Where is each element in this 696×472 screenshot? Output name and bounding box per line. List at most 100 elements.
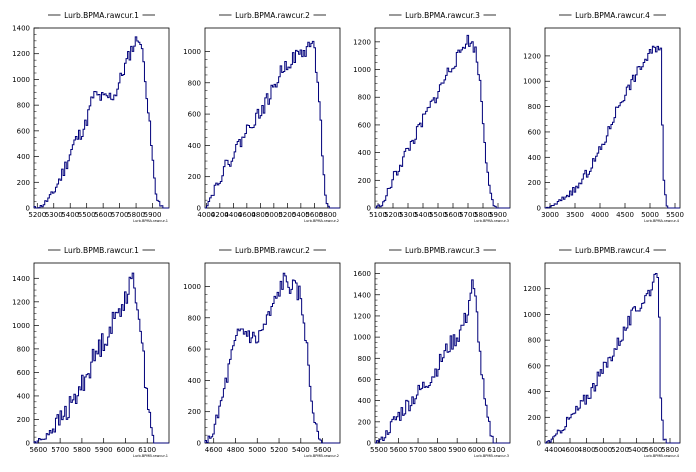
histogram-line: [204, 272, 340, 444]
chart-title: Lurb.BPMA.rawcur.1: [64, 11, 139, 20]
plot-frame: [33, 262, 170, 444]
y-tick-label: 800: [528, 337, 541, 345]
x-tick-label: 6100: [487, 446, 505, 454]
x-tick-label: 5500: [78, 211, 96, 219]
y-tick-label: 400: [528, 154, 541, 162]
x-tick-label: 4500: [616, 211, 634, 219]
x-tick-label: 3000: [541, 211, 559, 219]
x-tick-label: 5900: [448, 446, 466, 454]
y-tick-label: 600: [188, 111, 201, 119]
x-tick-label: 5800: [127, 211, 145, 219]
y-tick-label: 600: [358, 121, 371, 129]
y-tick-label: 800: [528, 103, 541, 111]
y-tick-label: 600: [188, 346, 201, 354]
y-tick-label: 0: [26, 440, 30, 448]
x-tick-label: 5400: [61, 211, 79, 219]
x-tick-label: 4800: [578, 446, 596, 454]
chart-title: Lurb.BPMB.rawcur.1: [64, 246, 139, 255]
title-box: [232, 243, 313, 257]
y-tick-label: 800: [358, 94, 371, 102]
x-tick-label: 5400: [414, 211, 432, 219]
y-tick-label: 1000: [353, 66, 371, 74]
x-tick-label: 6100: [138, 446, 156, 454]
x-tick-label: 5900: [144, 211, 162, 219]
x-axis-label: Lurb.BPMB.rawcur.2: [304, 454, 339, 458]
y-tick-label: 600: [358, 376, 371, 384]
title-box: [402, 8, 483, 22]
y-tick-label: 0: [197, 440, 201, 448]
x-tick-label: 5800: [429, 446, 447, 454]
x-tick-label: 5400: [628, 446, 646, 454]
y-tick-label: 1400: [12, 25, 30, 33]
y-tick-label: 1000: [523, 311, 541, 319]
title-box: [572, 243, 653, 257]
y-tick-label: 0: [537, 440, 541, 448]
y-tick-label: 1200: [523, 52, 541, 60]
y-tick-label: 800: [358, 355, 371, 363]
x-tick-label: 4600: [205, 446, 223, 454]
plot-frame: [544, 27, 681, 209]
y-tick-label: 1000: [12, 76, 30, 84]
y-tick-label: 1000: [353, 334, 371, 342]
histogram-line: [33, 36, 169, 209]
chart-title: Lurb.BPMA.rawcur.4: [575, 11, 650, 20]
y-tick-label: 800: [188, 79, 201, 87]
x-tick-label: 4000: [591, 211, 609, 219]
x-axis-label: Lurb.BPMA.rawcur.4: [644, 219, 680, 223]
x-axis-label: Lurb.BPMB.rawcur.3: [474, 454, 509, 458]
y-tick-label: 800: [17, 345, 30, 353]
x-tick-label: 5400: [292, 446, 310, 454]
x-tick-label: 4200: [211, 211, 229, 219]
x-tick-label: 5200: [611, 446, 629, 454]
y-tick-label: 1000: [523, 78, 541, 86]
y-tick-label: 1000: [12, 322, 30, 330]
y-tick-label: 600: [17, 369, 30, 377]
x-tick-label: 6000: [117, 446, 135, 454]
x-tick-label: 3500: [566, 211, 584, 219]
x-tick-label: 4800: [251, 211, 269, 219]
y-tick-label: 800: [188, 314, 201, 322]
x-tick-label: 5500: [429, 211, 447, 219]
x-tick-label: 5600: [29, 446, 47, 454]
x-axis-label: Lurb.BPMA.rawcur.1: [133, 219, 168, 223]
y-tick-label: 400: [358, 149, 371, 157]
y-tick-label: 1200: [523, 285, 541, 293]
x-tick-label: 5100: [369, 211, 387, 219]
histogram-line: [375, 279, 510, 444]
x-tick-label: 4400: [224, 211, 242, 219]
y-tick-label: 200: [358, 177, 371, 185]
x-tick-label: 6000: [468, 446, 486, 454]
x-tick-label: 5500: [370, 446, 388, 454]
y-tick-label: 1400: [353, 291, 371, 299]
x-tick-label: 5200: [270, 446, 288, 454]
x-tick-label: 5000: [641, 211, 659, 219]
x-tick-label: 5500: [666, 211, 684, 219]
x-tick-label: 5700: [409, 446, 427, 454]
y-tick-label: 0: [367, 205, 371, 213]
y-tick-label: 200: [188, 408, 201, 416]
y-tick-label: 400: [528, 388, 541, 396]
histogram-line: [33, 272, 169, 444]
title-box: [61, 243, 142, 257]
title-box: [402, 243, 483, 257]
x-tick-label: 5900: [95, 446, 113, 454]
chart-title: Lurb.BPMA.rawcur.2: [235, 11, 310, 20]
x-tick-label: 5700: [111, 211, 129, 219]
x-tick-label: 4600: [561, 446, 579, 454]
histogram-line: [544, 45, 680, 209]
chart-title: Lurb.BPMB.rawcur.3: [405, 246, 480, 255]
x-tick-label: 5600: [94, 211, 112, 219]
x-tick-label: 5800: [474, 211, 492, 219]
plot-frame: [374, 27, 511, 209]
histogram-line: [375, 34, 510, 209]
chart-title: Lurb.BPMB.rawcur.4: [575, 246, 650, 255]
y-tick-label: 0: [537, 205, 541, 213]
y-tick-label: 1200: [353, 312, 371, 320]
x-tick-label: 5800: [73, 446, 91, 454]
x-tick-label: 5300: [399, 211, 417, 219]
y-tick-label: 400: [188, 142, 201, 150]
x-axis-label: Lurb.BPMA.rawcur.3: [474, 219, 509, 223]
x-tick-label: 5200: [28, 211, 46, 219]
